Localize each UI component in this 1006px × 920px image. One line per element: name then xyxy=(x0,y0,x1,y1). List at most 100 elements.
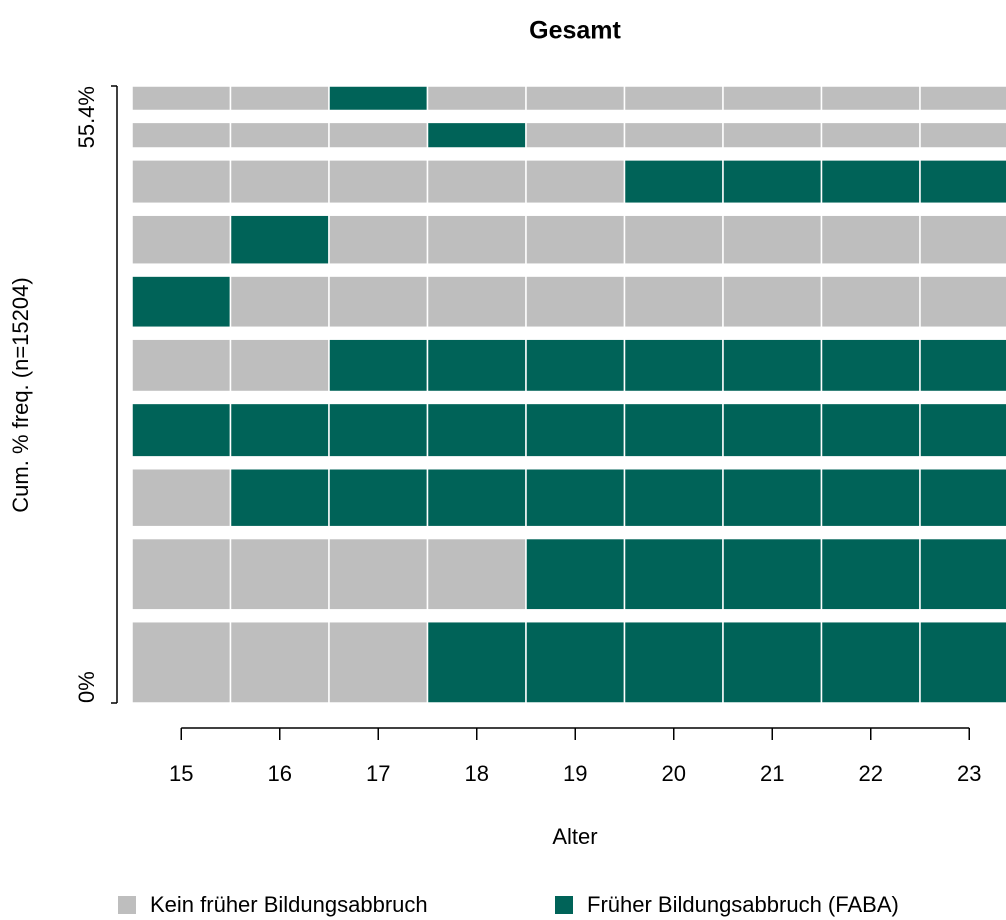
sequence-cell xyxy=(623,85,724,112)
sequence-cell xyxy=(426,537,527,611)
sequence-cell xyxy=(722,159,823,205)
sequence-cell xyxy=(229,85,330,112)
sequence-cell xyxy=(820,159,921,205)
sequence-cell xyxy=(328,121,429,149)
sequence-cell xyxy=(722,467,823,528)
sequence-cell xyxy=(426,85,527,112)
sequence-cell xyxy=(328,159,429,205)
sequence-cell xyxy=(131,275,232,329)
sequence-cell xyxy=(131,338,232,393)
sequence-cell xyxy=(919,121,1006,149)
y-tick-label: 55.4% xyxy=(74,86,99,148)
sequence-cell xyxy=(820,402,921,458)
sequence-cell xyxy=(623,620,724,704)
x-tick-label: 15 xyxy=(169,761,193,786)
y-tick-label: 0% xyxy=(74,671,99,703)
sequence-cell xyxy=(722,275,823,329)
sequence-cell xyxy=(820,121,921,149)
sequence-cell xyxy=(919,214,1006,265)
sequence-cell xyxy=(722,402,823,458)
legend-swatch xyxy=(555,896,573,914)
sequence-cell xyxy=(919,537,1006,611)
sequence-cell xyxy=(525,338,626,393)
sequence-cell xyxy=(919,467,1006,528)
sequence-cell xyxy=(623,159,724,205)
sequence-cell xyxy=(328,467,429,528)
sequence-cell xyxy=(919,338,1006,393)
sequence-cell xyxy=(131,85,232,112)
sequence-cell xyxy=(426,467,527,528)
sequence-cell xyxy=(525,121,626,149)
sequence-cell xyxy=(426,159,527,205)
sequence-cell xyxy=(919,620,1006,704)
sequence-cell xyxy=(722,214,823,265)
sequence-cell xyxy=(820,338,921,393)
sequence-cell xyxy=(328,85,429,112)
sequence-cell xyxy=(328,620,429,704)
x-tick-label: 21 xyxy=(760,761,784,786)
sequence-cell xyxy=(229,159,330,205)
sequence-cell xyxy=(919,85,1006,112)
sequence-cell xyxy=(229,402,330,458)
sequence-cell xyxy=(919,275,1006,329)
sequence-cell xyxy=(131,214,232,265)
sequence-cell xyxy=(229,121,330,149)
sequence-cell xyxy=(229,338,330,393)
sequence-cell xyxy=(131,537,232,611)
sequence-cell xyxy=(623,121,724,149)
sequence-cell xyxy=(722,537,823,611)
sequence-cell xyxy=(426,620,527,704)
sequence-cell xyxy=(820,467,921,528)
legend-label: Früher Bildungsabbruch (FABA) xyxy=(587,892,899,917)
sequence-cell xyxy=(722,85,823,112)
sequence-cell xyxy=(623,402,724,458)
sequence-cell xyxy=(229,214,330,265)
sequence-cell xyxy=(623,537,724,611)
sequence-cell xyxy=(722,121,823,149)
legend-label: Kein früher Bildungsabbruch xyxy=(150,892,428,917)
sequence-cell xyxy=(722,620,823,704)
sequence-cell xyxy=(131,467,232,528)
sequence-cell xyxy=(623,275,724,329)
sequence-cell xyxy=(229,620,330,704)
sequence-cell xyxy=(426,275,527,329)
sequence-cell xyxy=(525,620,626,704)
sequence-cell xyxy=(525,214,626,265)
sequence-cell xyxy=(623,338,724,393)
sequence-cell xyxy=(525,275,626,329)
sequence-cell xyxy=(722,338,823,393)
y-axis-label: Cum. % freq. (n=15204) xyxy=(8,277,33,512)
sequence-cell xyxy=(623,214,724,265)
sequence-cell xyxy=(820,214,921,265)
sequence-cell xyxy=(131,402,232,458)
sequence-cell xyxy=(426,338,527,393)
sequence-cell xyxy=(426,402,527,458)
sequence-cell xyxy=(328,537,429,611)
sequence-cell xyxy=(525,159,626,205)
sequence-cell xyxy=(525,537,626,611)
x-tick-label: 17 xyxy=(366,761,390,786)
sequence-cell xyxy=(426,214,527,265)
chart-title: Gesamt xyxy=(529,17,621,45)
sequence-cell xyxy=(328,402,429,458)
sequence-cell xyxy=(131,620,232,704)
sequence-cell xyxy=(131,121,232,149)
x-tick-label: 19 xyxy=(563,761,587,786)
sequence-cell xyxy=(229,537,330,611)
sequence-cell xyxy=(525,467,626,528)
sequence-cell xyxy=(919,159,1006,205)
sequence-cell xyxy=(820,537,921,611)
sequence-cell xyxy=(328,214,429,265)
x-axis-label: Alter xyxy=(552,824,597,849)
sequence-cell xyxy=(229,467,330,528)
sequence-cell xyxy=(328,275,429,329)
sequence-cell xyxy=(820,275,921,329)
sequence-cell xyxy=(525,402,626,458)
sequence-cell xyxy=(919,402,1006,458)
sequence-cell xyxy=(229,275,330,329)
sequence-cell xyxy=(426,121,527,149)
sequence-cell xyxy=(328,338,429,393)
x-tick-label: 23 xyxy=(957,761,981,786)
sequence-cell xyxy=(525,85,626,112)
